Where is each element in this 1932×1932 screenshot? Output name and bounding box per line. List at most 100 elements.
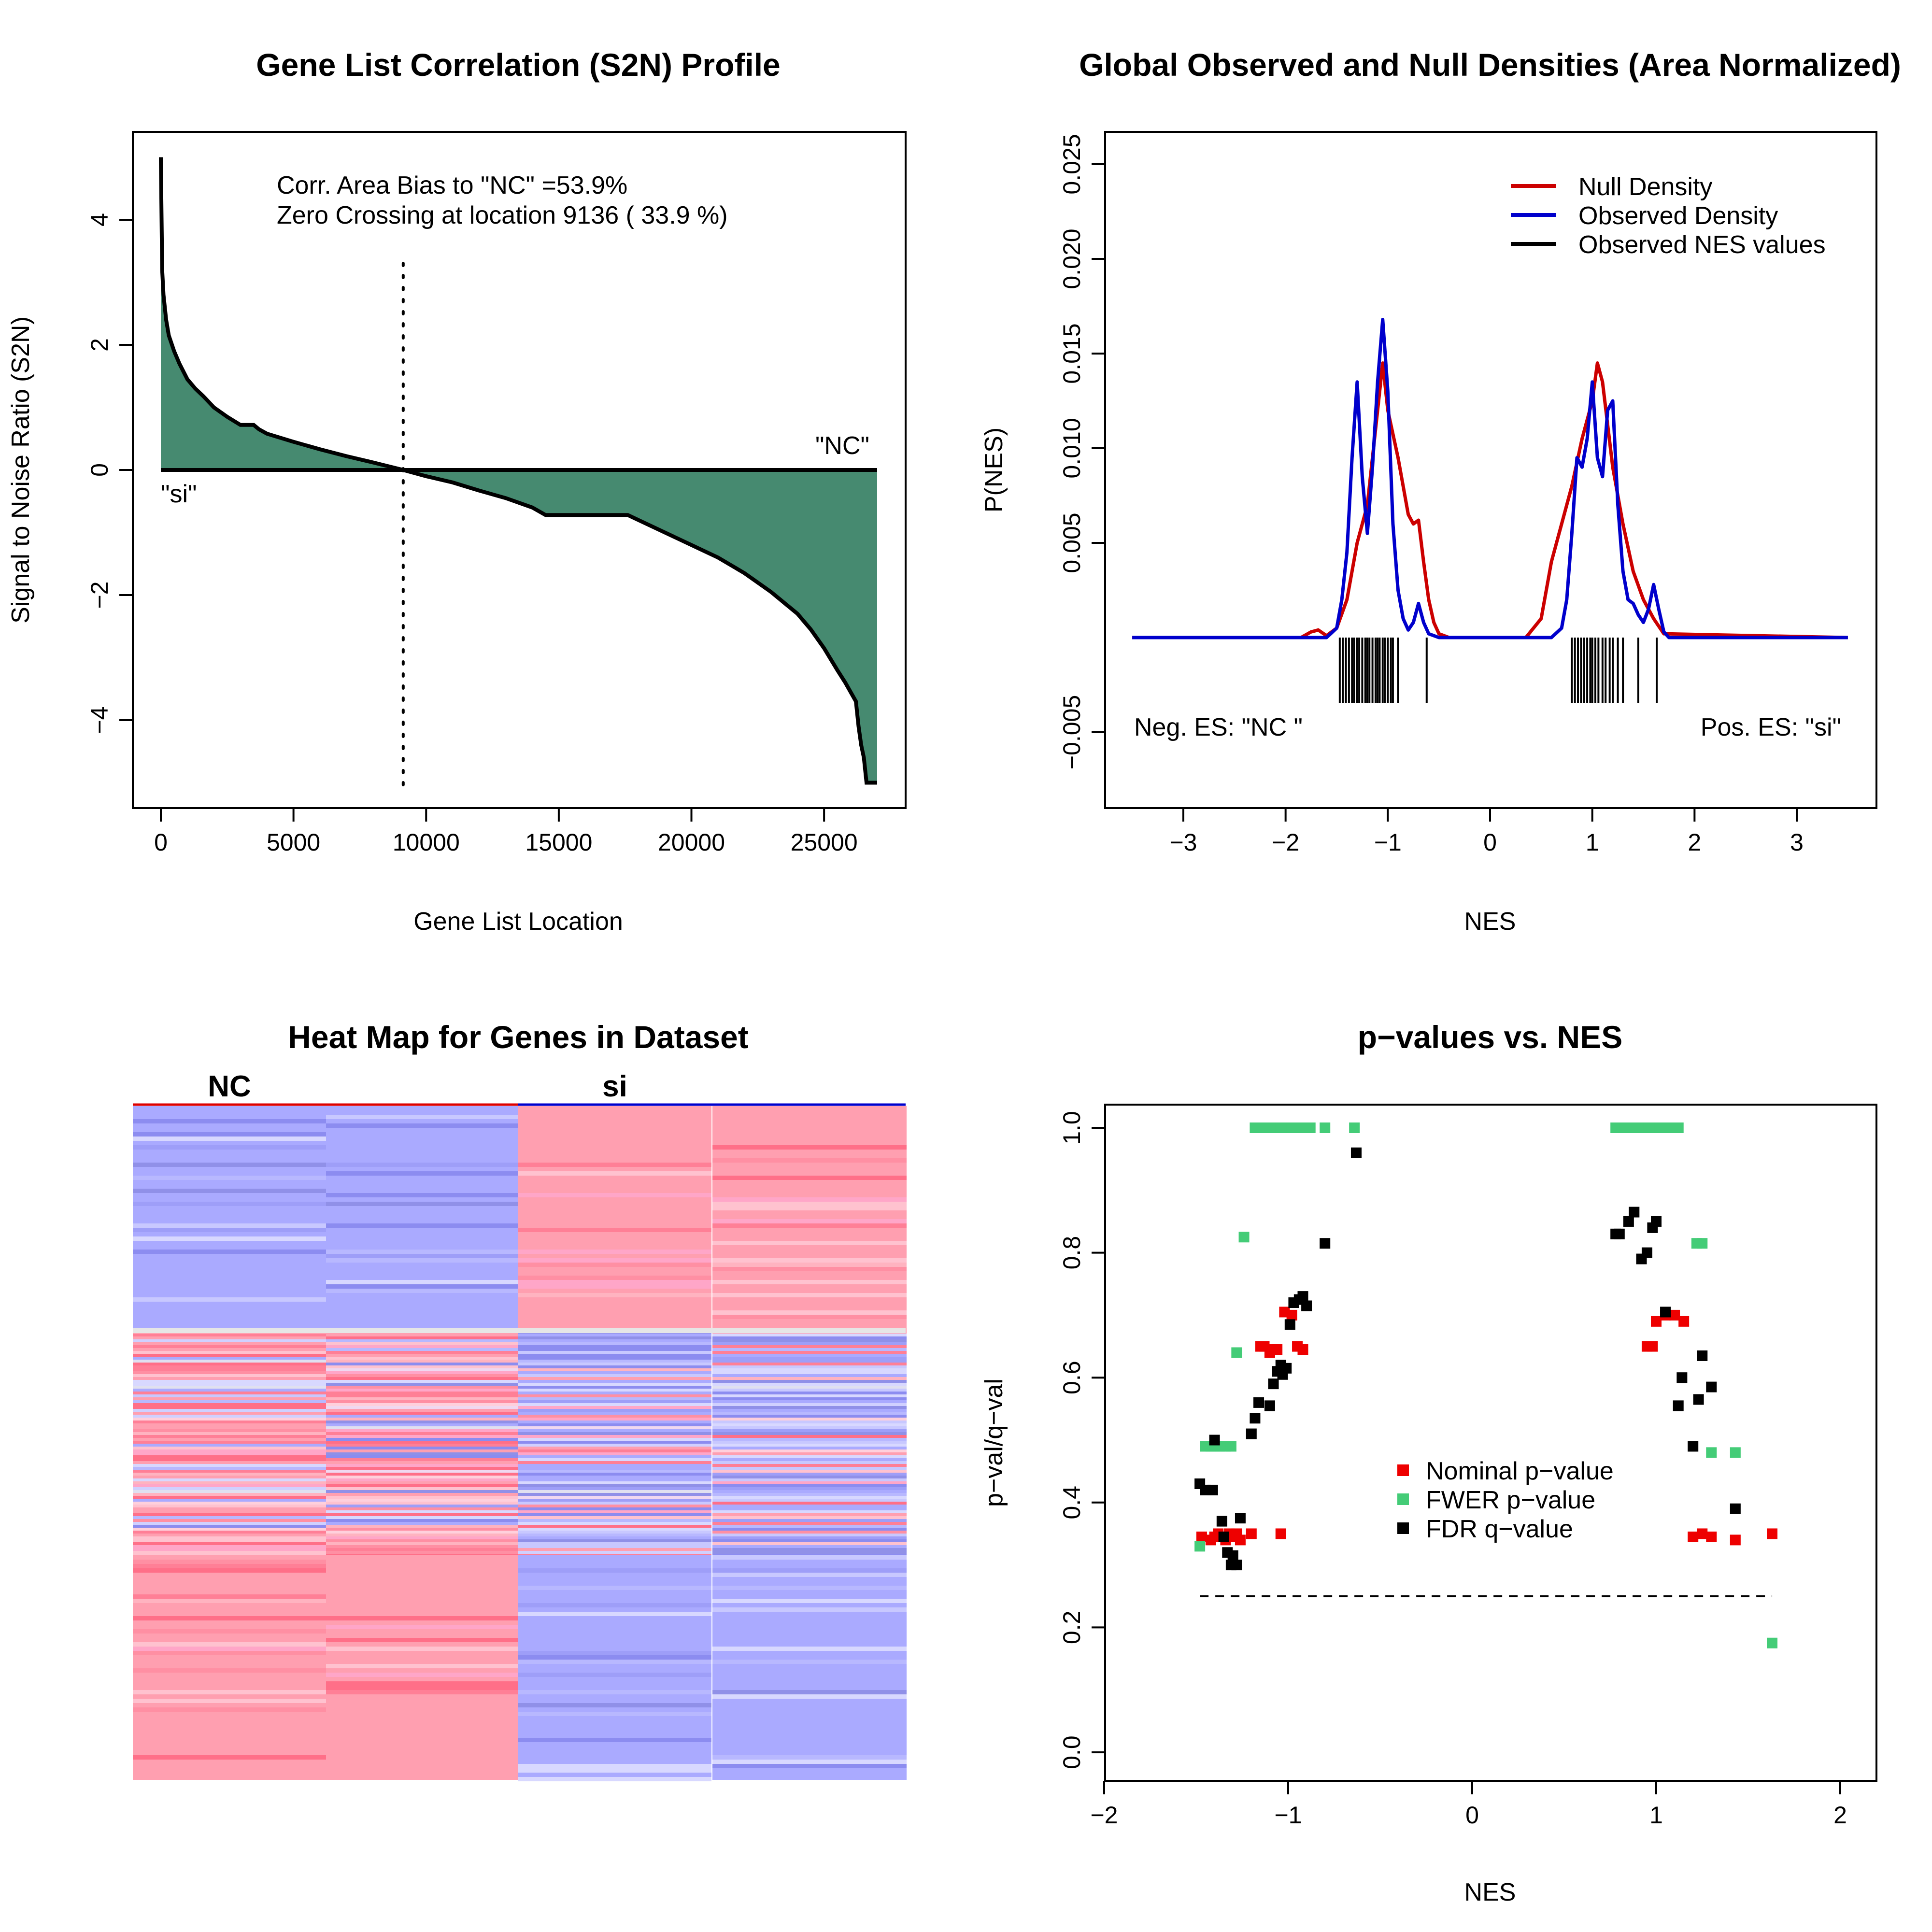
heatmap-cell [326, 1531, 519, 1534]
heatmap-cell [326, 1429, 519, 1432]
heatmap-cell [518, 1612, 711, 1616]
density-y-label: P(NES) [980, 427, 1008, 512]
heatmap-cell [712, 1447, 907, 1449]
heatmap-panel: Heat Map for Genes in Dataset NC si [133, 1019, 907, 1781]
heatmap-cell [712, 1348, 907, 1351]
heatmap-cell [518, 1334, 711, 1336]
heatmap-cell [326, 1421, 519, 1423]
heatmap-cell [326, 1374, 519, 1377]
fdr-q-point [1730, 1503, 1741, 1514]
heatmap-cell [712, 1487, 907, 1490]
heatmap-cell [518, 1438, 711, 1441]
heatmap-cell [133, 1336, 326, 1339]
pvalue-y-label: p−val/q−val [980, 1378, 1008, 1507]
heatmap-cell [326, 1452, 519, 1455]
heatmap-cell [712, 1449, 907, 1452]
density-corner-label-left: Neg. ES: "NC " [1134, 713, 1303, 741]
heatmap-cell [518, 1365, 711, 1368]
heatmap-cell [326, 1345, 519, 1348]
heatmap-cell [712, 1531, 907, 1534]
heatmap-cell [712, 1536, 907, 1539]
legend-fwer-swatch [1397, 1493, 1409, 1505]
heatmap-cell [326, 1625, 519, 1629]
heatmap-cell [518, 1415, 711, 1418]
heatmap-cell [518, 1516, 711, 1519]
heatmap-cell [518, 1250, 711, 1254]
heatmap-cell [133, 1429, 326, 1432]
s2n-x-tick-label: 10000 [393, 829, 460, 856]
heatmap-cell [133, 1403, 326, 1406]
heatmap-cell [518, 1421, 711, 1423]
heatmap-cell [712, 1145, 907, 1150]
heatmap-cell [712, 1267, 907, 1271]
heatmap-cell [133, 1377, 326, 1380]
heatmap-cell [326, 1470, 519, 1473]
pvalue-x-tick-label: −1 [1274, 1802, 1302, 1829]
heatmap-cell [326, 1193, 519, 1197]
heatmap-cell [712, 1206, 907, 1210]
heatmap-cell [133, 1423, 326, 1426]
heatmap-cell [326, 1354, 519, 1357]
heatmap-cell [133, 1642, 326, 1647]
fdr-q-point [1268, 1378, 1279, 1390]
heatmap-cell [133, 1502, 326, 1505]
heatmap-cell [326, 1397, 519, 1400]
heatmap-cell [133, 1476, 326, 1478]
heatmap-cell [712, 1339, 907, 1342]
fdr-q-point [1253, 1397, 1264, 1408]
heatmap-cell [133, 1250, 326, 1254]
heatmap-cell [326, 1507, 519, 1510]
fwer-p-point [1305, 1122, 1316, 1133]
heatmap-cell [133, 1519, 326, 1522]
fdr-q-point [1209, 1435, 1220, 1446]
heatmap-cell [712, 1444, 907, 1447]
heatmap-cell [518, 1418, 711, 1421]
heatmap-cell [518, 1568, 711, 1573]
legend-observed-density: Observed Density [1578, 202, 1778, 230]
fdr-q-point [1673, 1400, 1684, 1411]
nominal-p-point [1647, 1341, 1658, 1352]
heatmap-cell [518, 1461, 711, 1464]
heatmap-cell [326, 1616, 519, 1620]
fdr-q-point [1231, 1560, 1242, 1571]
heatmap-cell [326, 1348, 519, 1351]
fdr-q-point [1281, 1363, 1292, 1374]
fdr-q-point [1264, 1400, 1275, 1411]
heatmap-cell [712, 1660, 907, 1664]
s2n-plot-area [159, 157, 877, 786]
heatmap-cell [518, 1383, 711, 1386]
heatmap-cell [133, 1551, 326, 1554]
heatmap-cell [133, 1464, 326, 1467]
s2n-y-tick-label: 4 [86, 213, 113, 227]
heatmap-cell [326, 1435, 519, 1438]
heatmap-cell [133, 1629, 326, 1634]
heatmap-cell [518, 1555, 711, 1780]
heatmap-cell [326, 1664, 519, 1668]
heatmap-cell [326, 1545, 519, 1548]
heatmap-cell [133, 1176, 326, 1180]
legend-fwer-p: FWER p−value [1426, 1486, 1595, 1514]
heatmap-cell [712, 1493, 907, 1496]
s2n-y-tick-label: −2 [86, 581, 113, 609]
heatmap-cell [712, 1505, 907, 1507]
heatmap-cell [518, 1435, 711, 1438]
heatmap-cell [326, 1551, 519, 1554]
heatmap-cell [326, 1464, 519, 1467]
density-legend: Null Density Observed Density Observed N… [1511, 173, 1826, 259]
s2n-end-label-left: "si" [161, 480, 197, 508]
heatmap-cell [326, 1703, 519, 1707]
heatmap-cell [518, 1764, 711, 1768]
heatmap-cell [712, 1202, 907, 1206]
heatmap-cell [518, 1603, 711, 1607]
heatmap-cell [518, 1228, 711, 1232]
heatmap-cell [518, 1522, 711, 1525]
heatmap-cell [712, 1435, 907, 1438]
s2n-y-tick-label: −4 [86, 706, 113, 734]
heatmap-cell [326, 1647, 519, 1651]
heatmap-cell [133, 1496, 326, 1499]
heatmap-cell [518, 1470, 711, 1473]
heatmap-cell [133, 1594, 326, 1599]
heatmap-cell [712, 1525, 907, 1528]
pvalue-x-tick-label: −2 [1090, 1802, 1118, 1829]
pvalue-y-tick-label: 0.6 [1058, 1361, 1085, 1394]
